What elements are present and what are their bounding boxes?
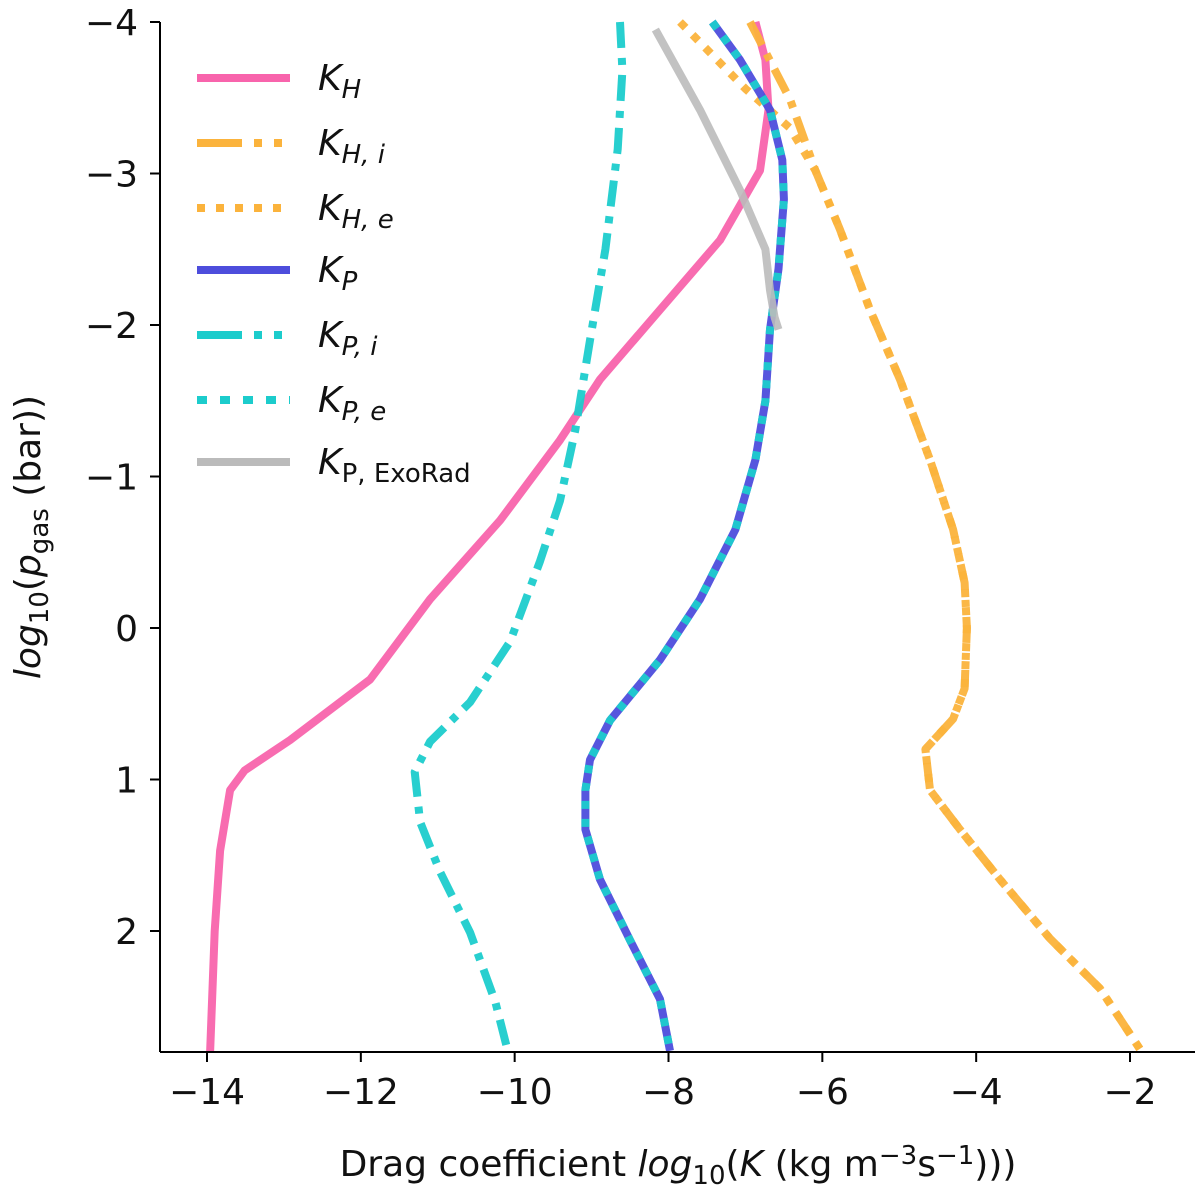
- series-line-1: [746, 20, 1144, 1052]
- series-line-0: [206, 20, 773, 1052]
- series-line-6: [651, 27, 783, 331]
- y-tick-label: −3: [85, 155, 138, 196]
- x-tick-label: −4: [950, 1072, 1003, 1113]
- legend-label-0: KH​: [318, 58, 361, 105]
- x-axis-label: Drag coefficient log10​(K (kg m−3​s−1​))…: [340, 1141, 1017, 1190]
- legend-label-1: KH, i​: [318, 123, 386, 170]
- series-layer: [206, 19, 1144, 1052]
- series-line-5: [581, 19, 788, 1052]
- x-tick-label: −12: [323, 1072, 399, 1113]
- legend-label-5: KP, e​: [318, 380, 386, 427]
- legend-label-6: KP, ExoRad​: [318, 442, 471, 489]
- y-tick-label: −2: [85, 306, 138, 347]
- y-tick-label: −1: [85, 458, 138, 499]
- x-tick-label: −10: [477, 1072, 553, 1113]
- series-line-4: [410, 21, 627, 1052]
- x-tick-label: −6: [796, 1072, 849, 1113]
- x-tick-label: −2: [1103, 1072, 1156, 1113]
- y-tick-label: 0: [115, 609, 138, 650]
- y-axis-label: log10​(pgas​ (bar)): [8, 395, 55, 679]
- legend-label-2: KH, e​: [318, 188, 394, 235]
- y-tick-label: 2: [115, 912, 138, 953]
- legend-label-4: KP, i​: [318, 315, 378, 362]
- series-line-2: [677, 19, 1144, 1052]
- x-tick-label: −14: [169, 1072, 245, 1113]
- legend: KH​ KH, i​ KH, e​ KP​ KP, i​ KP, e​ KP, ExoRad…: [197, 58, 471, 489]
- y-tick-label: 1: [115, 761, 138, 802]
- x-tick-label: −8: [642, 1072, 695, 1113]
- y-tick-label: −4: [85, 3, 138, 44]
- legend-label-3: KP​: [318, 250, 358, 297]
